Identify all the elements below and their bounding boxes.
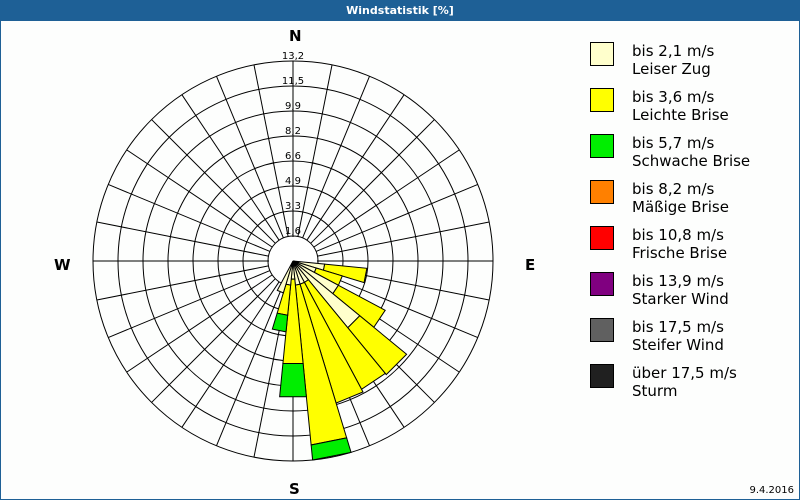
legend-label: bis 5,7 m/s Schwache Brise xyxy=(632,134,751,170)
legend-label: über 17,5 m/s Sturm xyxy=(632,364,737,400)
radial-tick-label: 6,6 xyxy=(285,151,301,162)
wind-sectors xyxy=(271,260,408,461)
radial-tick-label: 1,6 xyxy=(285,226,301,237)
legend-swatch xyxy=(590,318,614,342)
wind-rose-chart: 1,6 3,3 4,9 6,6 8,2 9,9 11,5 13,2 xyxy=(92,51,494,462)
compass-south: S xyxy=(289,480,300,498)
compass-north: N xyxy=(289,27,302,45)
legend-label: bis 17,5 m/s Steifer Wind xyxy=(632,318,724,354)
legend-swatch xyxy=(590,272,614,296)
radial-tick-label: 4,9 xyxy=(285,176,301,187)
radial-tick-label: 9,9 xyxy=(285,101,301,112)
legend-label: bis 2,1 m/s Leiser Zug xyxy=(632,42,715,78)
radial-tick-label: 8,2 xyxy=(285,126,301,137)
legend-label: bis 8,2 m/s Mäßige Brise xyxy=(632,180,729,216)
radial-tick-label: 11,5 xyxy=(282,76,304,87)
date-label: 9.4.2016 xyxy=(749,485,794,496)
wind-sector-segment xyxy=(322,263,368,284)
compass-east: E xyxy=(525,256,536,274)
wind-sector-segment xyxy=(279,363,307,398)
radial-tick-label: 13,2 xyxy=(282,51,304,62)
wind-sector-segment xyxy=(310,437,352,461)
radial-tick-label: 3,3 xyxy=(285,201,301,212)
legend-swatch xyxy=(590,180,614,204)
legend-swatch xyxy=(590,42,614,66)
legend-swatch xyxy=(590,364,614,388)
radial-tick-labels: 1,6 3,3 4,9 6,6 8,2 9,9 11,5 13,2 xyxy=(282,51,304,237)
wind-sector-segment xyxy=(347,315,408,376)
window-title: Windstatistik [%] xyxy=(0,0,800,21)
legend-label: bis 3,6 m/s Leichte Brise xyxy=(632,88,729,124)
legend-swatch xyxy=(590,134,614,158)
legend-swatch xyxy=(590,226,614,250)
polar-grid xyxy=(92,60,494,462)
legend-label: bis 13,9 m/s Starker Wind xyxy=(632,272,729,308)
compass-west: W xyxy=(54,256,71,274)
legend-label: bis 10,8 m/s Frische Brise xyxy=(632,226,728,262)
legend-swatch xyxy=(590,88,614,112)
wind-sector-segment xyxy=(271,312,289,333)
wind-sector-segment xyxy=(276,260,294,294)
